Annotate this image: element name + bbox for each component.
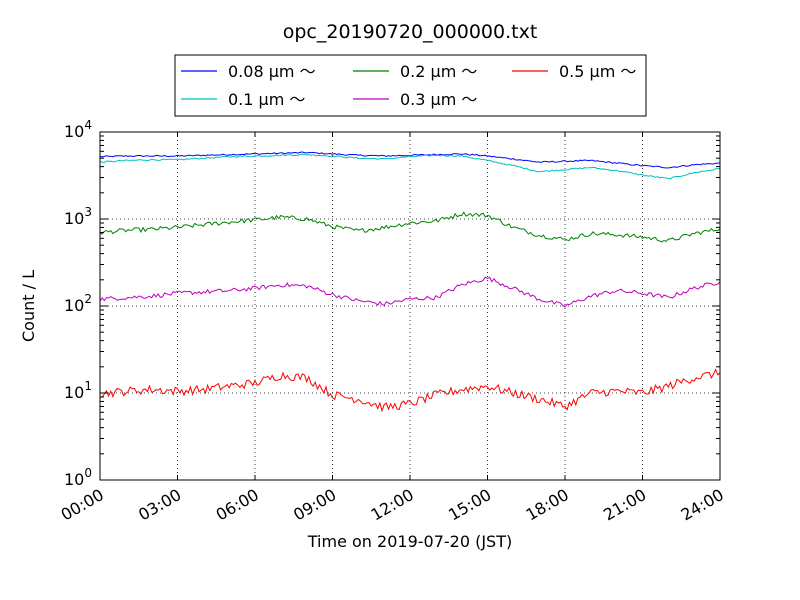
- series-line: [99, 153, 720, 180]
- legend-label: 0.3 μm ～: [400, 90, 477, 109]
- plot-frame: [99, 131, 721, 481]
- legend-label: 0.08 μm ～: [228, 62, 316, 81]
- legend-label: 0.2 μm ～: [400, 62, 477, 81]
- legend-label: 0.1 μm ～: [228, 90, 305, 109]
- legend-label: 0.5 μm ～: [559, 62, 636, 81]
- legend-box: [174, 54, 647, 117]
- y-tick-label: 101: [64, 379, 92, 402]
- y-axis-label: Count / L: [19, 270, 38, 342]
- y-tick-labels: 100 101 102 103 104: [64, 118, 92, 489]
- series-lines: [99, 151, 721, 413]
- y-tick-label: 100: [64, 466, 92, 489]
- series-line: [99, 276, 721, 308]
- y-tick-label: 103: [64, 205, 92, 228]
- series-line: [99, 368, 721, 413]
- chart-title: opc_20190720_000000.txt: [283, 21, 538, 43]
- axis-ticks: [99, 131, 721, 481]
- y-tick-label: 102: [64, 292, 92, 315]
- series-line: [99, 211, 721, 243]
- grid-lines: [100, 132, 720, 480]
- y-tick-label: 104: [64, 118, 92, 141]
- legend: 0.08 μm ～ 0.1 μm ～ 0.2 μm ～ 0.3 μm ～ 0.5 μm …: [174, 54, 647, 117]
- legend-entries: 0.08 μm ～ 0.1 μm ～ 0.2 μm ～ 0.3 μm ～ 0.5 μm …: [181, 62, 636, 109]
- x-axis-label: Time on 2019-07-20 (JST): [307, 532, 512, 551]
